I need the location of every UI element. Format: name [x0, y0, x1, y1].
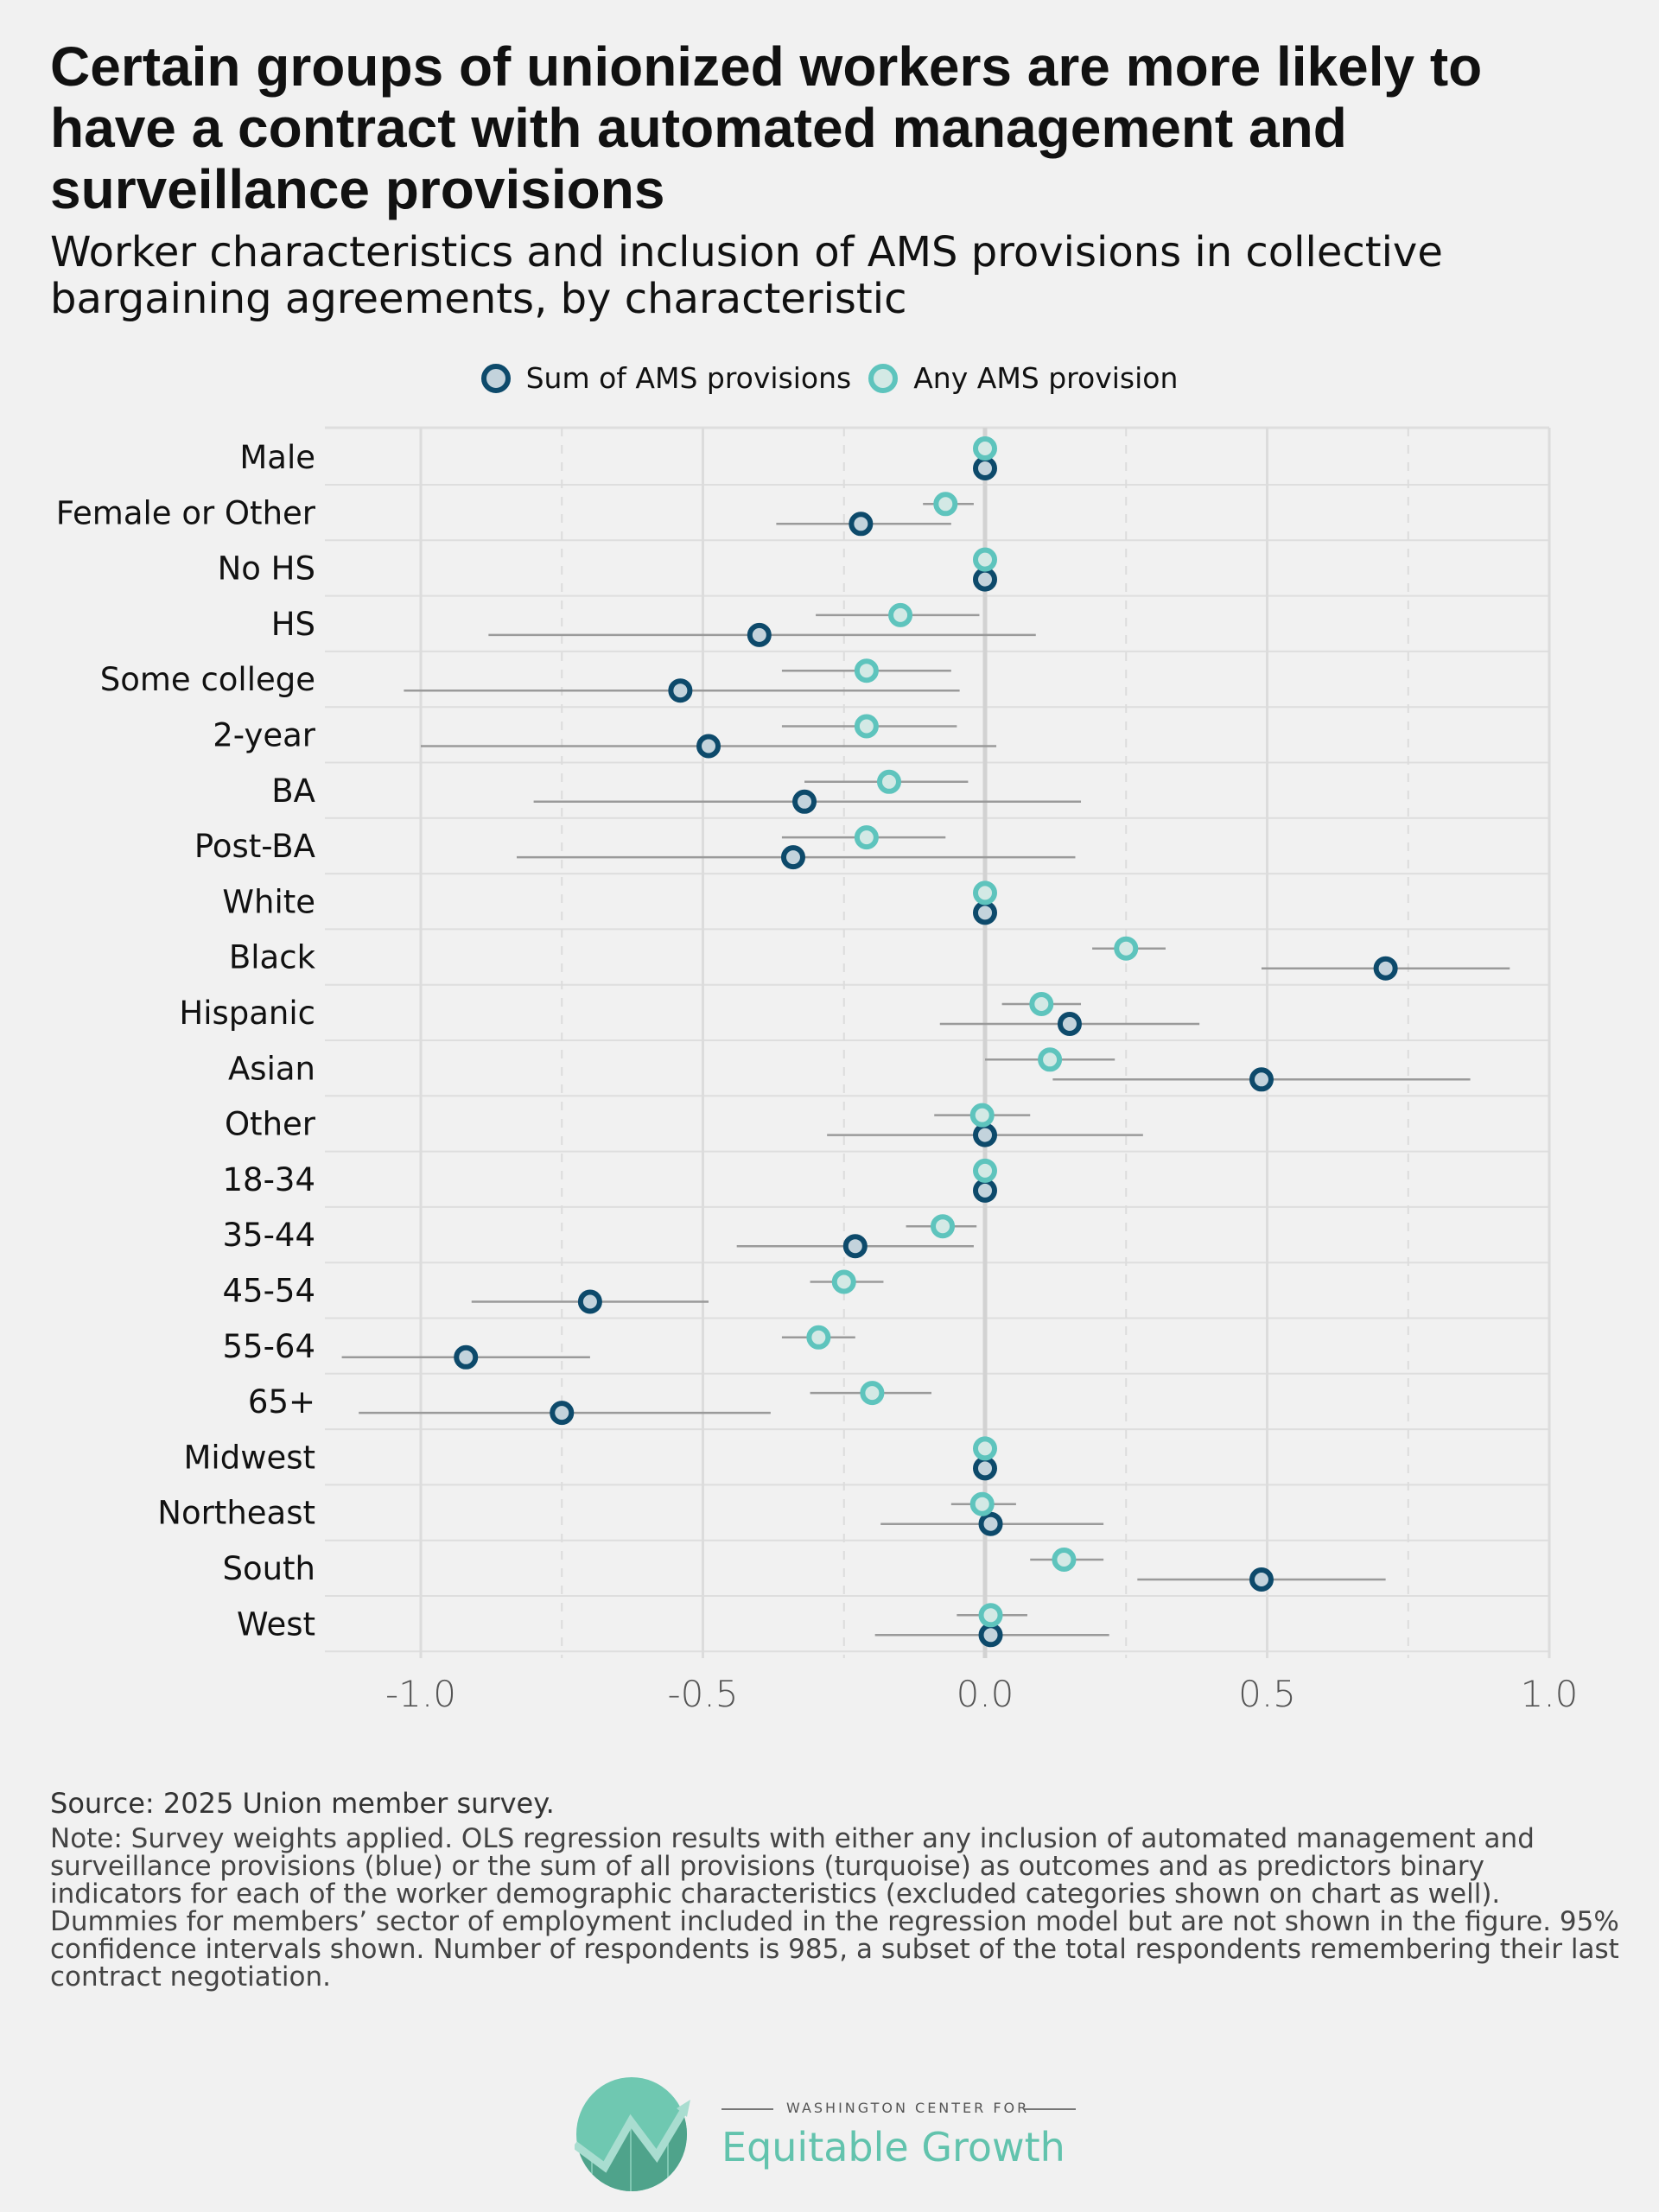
point-any: [969, 1103, 995, 1128]
point-sum: [792, 789, 817, 814]
category-label: Female or Other: [56, 494, 316, 531]
point-sum: [454, 1344, 479, 1370]
point-any: [1114, 936, 1139, 961]
legend-item-sum: Sum of AMS provisions: [480, 361, 852, 395]
point-any: [876, 769, 901, 794]
logo-growth-icon: [572, 2077, 690, 2191]
category-label: No HS: [218, 550, 315, 588]
point-sum: [550, 1401, 575, 1426]
category-label: Asian: [228, 1050, 315, 1087]
point-sum: [973, 900, 997, 925]
x-tick-label: 0.5: [1238, 1673, 1296, 1715]
point-sum: [780, 845, 805, 870]
category-label: 18-34: [222, 1161, 315, 1198]
legend-marker-any: [868, 363, 899, 393]
point-sum: [1249, 1067, 1274, 1092]
point-any: [1052, 1548, 1077, 1572]
legend-marker-sum: [480, 363, 511, 393]
point-any: [973, 880, 997, 906]
point-sum: [973, 1122, 997, 1147]
point-any: [888, 602, 913, 627]
point-sum: [849, 512, 874, 537]
point-sum: [1373, 956, 1398, 981]
point-any: [933, 492, 958, 517]
x-tick-label: -0.5: [668, 1673, 739, 1715]
point-sum: [973, 1178, 997, 1203]
category-label: 65+: [248, 1383, 315, 1421]
category-label: HS: [271, 606, 315, 643]
category-label: Other: [225, 1106, 316, 1143]
point-sum: [747, 622, 772, 647]
equitable-growth-logo: WASHINGTON CENTER FOR Equitable Growth: [572, 2074, 1093, 2195]
logo-top-text: WASHINGTON CENTER FOR: [786, 2100, 1030, 2116]
point-sum: [973, 567, 997, 592]
point-sum: [1249, 1567, 1274, 1592]
point-any: [831, 1269, 856, 1294]
point-sum: [973, 456, 997, 480]
legend-label-sum: Sum of AMS provisions: [525, 361, 852, 395]
point-any: [973, 547, 997, 572]
point-sum: [577, 1289, 602, 1314]
category-label: Black: [229, 939, 316, 976]
category-label: 35-44: [222, 1217, 315, 1254]
legend-label-any: Any AMS provision: [913, 361, 1179, 395]
source-text: Source: 2025 Union member survey.: [50, 1787, 555, 1820]
category-label: Male: [239, 439, 315, 476]
point-any: [931, 1214, 956, 1239]
point-any: [973, 1436, 997, 1461]
category-label: Midwest: [184, 1439, 316, 1476]
point-sum: [1057, 1012, 1082, 1036]
legend: Sum of AMS provisions Any AMS provision: [0, 361, 1659, 395]
point-any: [973, 1158, 997, 1183]
point-sum: [842, 1234, 868, 1259]
x-tick-label: -1.0: [385, 1673, 456, 1715]
x-tick-label: 1.0: [1521, 1673, 1579, 1715]
category-label: West: [237, 1605, 315, 1643]
point-sum: [978, 1623, 1003, 1648]
logo-main-text: Equitable Growth: [721, 2124, 1065, 2171]
category-label: BA: [271, 772, 315, 810]
legend-item-any: Any AMS provision: [868, 361, 1178, 395]
category-label: Northeast: [157, 1495, 315, 1532]
point-any: [973, 436, 997, 461]
category-label: Post-BA: [194, 828, 315, 865]
point-any: [978, 1603, 1003, 1628]
point-any: [1038, 1047, 1063, 1072]
category-label: 2-year: [213, 717, 316, 754]
point-any: [969, 1491, 995, 1516]
category-label: 45-54: [222, 1273, 315, 1310]
point-any: [806, 1325, 831, 1350]
x-tick-label: 0.0: [957, 1673, 1014, 1715]
category-label: Hispanic: [179, 995, 315, 1032]
point-any: [854, 714, 879, 739]
category-label: 55-64: [222, 1328, 315, 1365]
point-sum: [668, 678, 693, 703]
category-label: White: [222, 883, 315, 920]
point-sum: [978, 1511, 1003, 1536]
point-any: [854, 658, 879, 683]
note-text: Note: Survey weights applied. OLS regres…: [50, 1823, 1619, 1993]
dot-plot: -1.0 -0.5 0.0 0.5 1.0 Male Female or Other No H…: [56, 426, 1579, 1715]
chart-subtitle: Worker characteristics and inclusion of …: [50, 228, 1443, 323]
point-any: [854, 825, 879, 850]
chart-title: Certain groups of unionized workers are …: [50, 35, 1483, 220]
point-any: [860, 1381, 885, 1406]
category-label: South: [222, 1550, 315, 1587]
point-any: [1029, 992, 1054, 1016]
point-sum: [696, 734, 721, 759]
category-label: Some college: [100, 661, 315, 698]
point-sum: [973, 1456, 997, 1481]
